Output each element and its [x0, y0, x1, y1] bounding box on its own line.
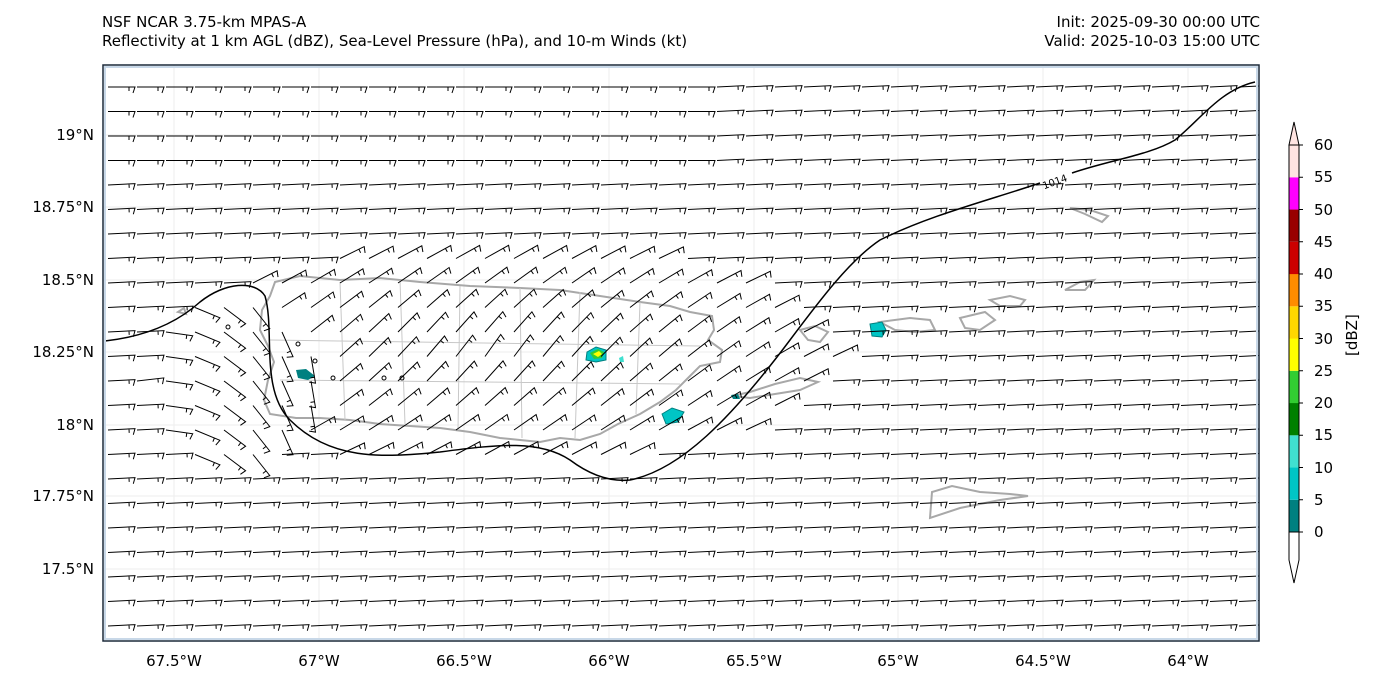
colorbar-tick-label: 20	[1314, 394, 1333, 412]
colorbar-tick-label: 45	[1314, 233, 1333, 251]
wind-barb	[253, 649, 280, 655]
lon-label: 67°W	[298, 652, 339, 670]
wind-barb	[543, 649, 570, 655]
colorbar-tick-label: 40	[1314, 265, 1333, 283]
colorbar-segment	[1289, 371, 1299, 403]
colorbar-tick-label: 0	[1314, 523, 1324, 541]
colorbar-segment	[1289, 145, 1299, 177]
wind-barb	[224, 649, 251, 655]
lat-label: 18.75°N	[32, 198, 94, 216]
wind-barb	[108, 649, 135, 655]
wind-barb	[804, 649, 831, 655]
lat-label: 18.5°N	[42, 271, 94, 289]
colorbar-tick-label: 15	[1314, 426, 1333, 444]
lon-label: 66°W	[588, 652, 629, 670]
lat-label: 18.25°N	[32, 343, 94, 361]
wind-barb	[833, 649, 860, 655]
lat-label: 17.5°N	[42, 560, 94, 578]
colorbar-segment	[1289, 306, 1299, 338]
lon-label: 64.5°W	[1015, 652, 1071, 670]
wind-barb	[630, 649, 657, 655]
wind-barb	[1094, 649, 1121, 655]
lon-label: 67.5°W	[146, 652, 202, 670]
colorbar-segment	[1289, 500, 1299, 532]
colorbar-extend-min	[1289, 532, 1299, 583]
colorbar-tick-label: 5	[1314, 491, 1324, 509]
colorbar-segment	[1289, 242, 1299, 274]
lon-label: 64°W	[1167, 652, 1208, 670]
colorbar-tick-label: 55	[1314, 168, 1333, 186]
wind-barb	[340, 649, 367, 655]
wind-barb	[398, 649, 425, 655]
colorbar-tick-label: 10	[1314, 459, 1333, 477]
colorbar-extend-max	[1289, 122, 1299, 145]
lon-label: 65.5°W	[726, 652, 782, 670]
wind-barb	[369, 649, 396, 655]
colorbar-tick-label: 25	[1314, 362, 1333, 380]
colorbar-segment	[1289, 339, 1299, 371]
plot-background	[103, 65, 1259, 641]
colorbar-tick-label: 30	[1314, 330, 1333, 348]
colorbar-segment	[1289, 274, 1299, 306]
lat-label: 18°N	[56, 416, 94, 434]
wind-barb	[920, 649, 947, 655]
colorbar-segment	[1289, 177, 1299, 209]
lat-label: 17.75°N	[32, 487, 94, 505]
colorbar-segment	[1289, 468, 1299, 500]
colorbar	[1289, 122, 1303, 583]
wind-barb	[1123, 649, 1150, 655]
wind-barb	[1239, 649, 1266, 655]
colorbar-tick-label: 50	[1314, 201, 1333, 219]
wind-barb	[949, 649, 976, 655]
colorbar-segment	[1289, 435, 1299, 467]
wind-barb	[978, 649, 1005, 655]
wind-barb	[514, 649, 541, 655]
lon-label: 65°W	[877, 652, 918, 670]
colorbar-segment	[1289, 403, 1299, 435]
wind-barb	[659, 649, 686, 655]
wind-barb	[688, 649, 715, 655]
colorbar-tick-label: 60	[1314, 136, 1333, 154]
colorbar-tick-label: 35	[1314, 297, 1333, 315]
colorbar-segment	[1289, 210, 1299, 242]
lon-label: 66.5°W	[436, 652, 492, 670]
lat-label: 19°N	[56, 126, 94, 144]
wind-barb	[1210, 649, 1237, 655]
colorbar-units: [dBZ]	[1343, 314, 1361, 356]
